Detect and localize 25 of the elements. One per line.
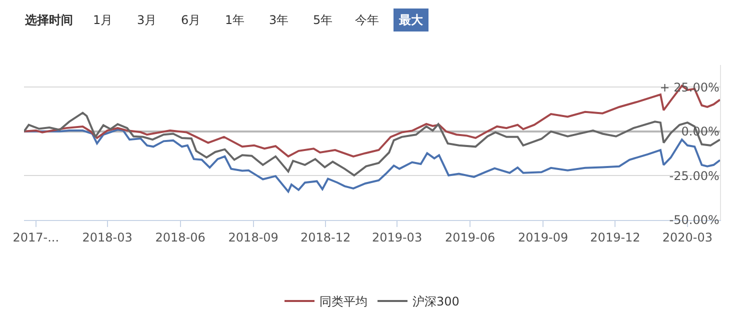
text: 6月	[181, 13, 201, 27]
x-tick-label: 2018-12	[300, 230, 351, 244]
x-tick-label: 2019-09	[518, 230, 568, 244]
text: 选择时间	[24, 13, 73, 27]
legend-label: 同类平均	[320, 294, 368, 309]
text: 3月	[137, 13, 157, 27]
y-tick-label: -50.00%	[669, 213, 720, 228]
line-series	[24, 84, 720, 158]
line-series	[24, 128, 720, 193]
text: 1月	[93, 13, 113, 27]
text: 今年	[355, 13, 379, 27]
x-tick-label: 2018-03	[82, 230, 132, 244]
x-tick-label: 2018-06	[155, 230, 206, 244]
x-tick-label: 2019-03	[372, 230, 422, 244]
text: 3年	[269, 13, 289, 27]
x-tick-label: 2020-03	[662, 230, 713, 244]
x-tick-label: 2019-06	[444, 230, 496, 244]
legend-label: 沪深300	[412, 294, 460, 309]
y-tick-label: -25.00%	[669, 168, 720, 183]
x-tick-label: 2018-09	[228, 230, 278, 244]
x-tick-label: 2017-...	[12, 230, 60, 244]
x-tick-label: 2019-12	[590, 230, 640, 244]
text: 最大	[398, 13, 424, 27]
text: 1年	[225, 13, 245, 27]
text: 5年	[313, 13, 333, 27]
